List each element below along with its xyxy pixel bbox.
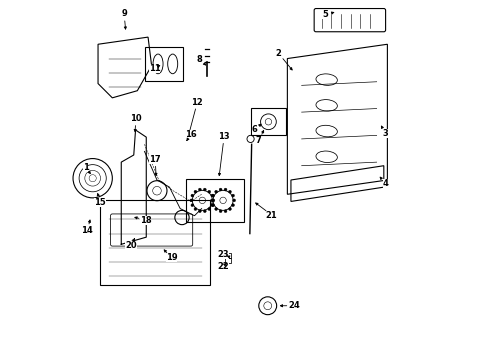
- Circle shape: [194, 190, 197, 193]
- Circle shape: [219, 210, 222, 213]
- Circle shape: [212, 199, 214, 202]
- Text: 2: 2: [275, 49, 281, 58]
- Circle shape: [210, 194, 213, 197]
- Text: 18: 18: [140, 216, 151, 225]
- Circle shape: [228, 208, 231, 211]
- Text: 23: 23: [217, 250, 228, 259]
- Text: 22: 22: [217, 262, 228, 271]
- Circle shape: [214, 208, 217, 211]
- Circle shape: [198, 210, 201, 213]
- Circle shape: [214, 190, 217, 193]
- Circle shape: [211, 204, 214, 207]
- Text: 4: 4: [382, 179, 388, 188]
- Circle shape: [211, 194, 214, 197]
- Text: 9: 9: [121, 9, 127, 18]
- Circle shape: [190, 194, 193, 197]
- Circle shape: [207, 208, 210, 211]
- Circle shape: [190, 204, 193, 207]
- Circle shape: [231, 194, 234, 197]
- Text: 20: 20: [125, 240, 137, 249]
- Circle shape: [203, 210, 206, 213]
- Text: 16: 16: [184, 130, 196, 139]
- Text: 24: 24: [287, 301, 299, 310]
- Circle shape: [194, 208, 197, 211]
- Text: 13: 13: [218, 132, 229, 141]
- Text: 21: 21: [265, 211, 277, 220]
- Text: 6: 6: [251, 126, 257, 135]
- Text: 8: 8: [197, 55, 203, 64]
- Circle shape: [203, 188, 206, 191]
- Text: 11: 11: [148, 64, 160, 73]
- Circle shape: [224, 188, 226, 191]
- Text: 19: 19: [165, 253, 177, 262]
- Circle shape: [198, 188, 201, 191]
- Text: 17: 17: [149, 155, 161, 164]
- Text: 15: 15: [94, 198, 106, 207]
- Text: 5: 5: [321, 10, 327, 19]
- Circle shape: [210, 204, 213, 207]
- Circle shape: [228, 190, 231, 193]
- Text: 12: 12: [191, 98, 203, 107]
- Text: 14: 14: [81, 226, 93, 235]
- Circle shape: [207, 190, 210, 193]
- Text: 3: 3: [382, 129, 387, 138]
- Text: 1: 1: [82, 163, 88, 172]
- Circle shape: [231, 204, 234, 207]
- Circle shape: [210, 199, 213, 202]
- Circle shape: [189, 199, 192, 202]
- Circle shape: [219, 188, 222, 191]
- Circle shape: [224, 210, 226, 213]
- Circle shape: [232, 199, 235, 202]
- Text: 7: 7: [255, 136, 261, 145]
- Text: 10: 10: [130, 114, 142, 123]
